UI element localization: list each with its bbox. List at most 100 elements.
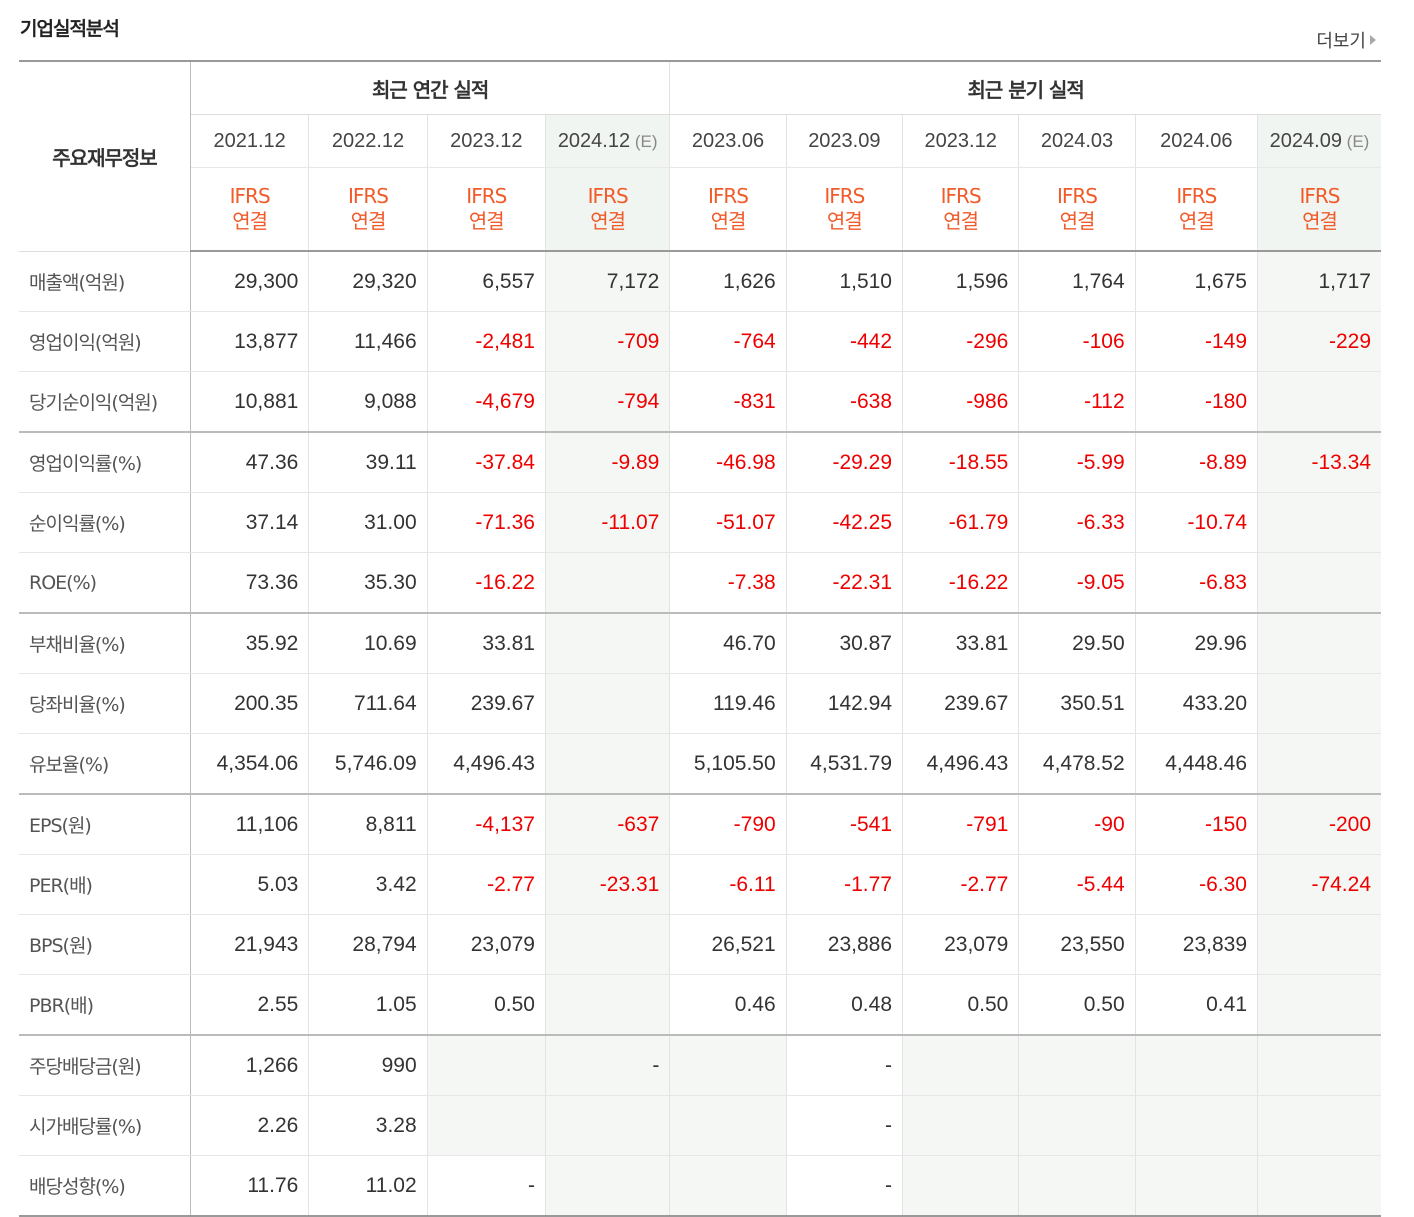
table-cell: 1,675 xyxy=(1135,251,1259,312)
table-cell: 29.50 xyxy=(1018,613,1136,674)
table-cell: - xyxy=(786,1095,904,1156)
table-cell: 2.26 xyxy=(190,1095,310,1156)
table-cell: 4,354.06 xyxy=(190,733,310,795)
table-cell xyxy=(427,1035,546,1096)
table-cell: 0.48 xyxy=(786,974,904,1036)
table-cell: 0.50 xyxy=(1018,974,1136,1036)
row-label: 당좌비율(%) xyxy=(19,673,191,734)
table-cell xyxy=(1018,1155,1136,1217)
table-cell xyxy=(545,1155,671,1217)
table-cell: 10,881 xyxy=(190,371,310,433)
table-cell: 0.46 xyxy=(669,974,787,1036)
table-cell: 47.36 xyxy=(190,432,310,493)
table-cell: -9.89 xyxy=(545,432,671,493)
financial-summary-table: 주요재무정보 최근 연간 실적 최근 분기 실적 2021.12 2022.12 2… xyxy=(19,60,1381,1217)
table-cell: 1,626 xyxy=(669,251,787,312)
row-label: ROE(%) xyxy=(19,552,191,614)
table-row: 부채비율(%) 35.92 10.69 33.81 46.70 30.87 33.81 29.… xyxy=(19,613,1381,674)
table-cell: 711.64 xyxy=(308,673,428,734)
table-cell: -229 xyxy=(1257,311,1381,372)
ifrs-label: IFRS xyxy=(347,184,389,208)
row-header-label: 주요재무정보 xyxy=(19,60,191,252)
table-row: PBR(배) 2.55 1.05 0.50 0.46 0.48 0.50 0.50 0.41 xyxy=(19,974,1381,1036)
period-label: 2023.09 xyxy=(808,129,881,152)
table-cell: -46.98 xyxy=(669,432,787,493)
section-title: 기업실적분석 xyxy=(20,18,120,40)
consolidated-label: 연결 xyxy=(1302,209,1338,233)
table-cell: -8.89 xyxy=(1135,432,1259,493)
table-cell: 3.42 xyxy=(308,854,428,915)
table-cell: 39.11 xyxy=(308,432,428,493)
table-cell xyxy=(1018,1035,1136,1096)
table-cell: 1,266 xyxy=(190,1035,310,1096)
table-cell xyxy=(902,1035,1020,1096)
table-cell xyxy=(1257,974,1381,1036)
period-header: 2024.12 (E) xyxy=(545,114,671,168)
table-cell: 4,496.43 xyxy=(902,733,1020,795)
table-cell: -2,481 xyxy=(427,311,546,372)
table-cell: -37.84 xyxy=(427,432,546,493)
table-cell: 990 xyxy=(308,1035,428,1096)
table-cell: 1.05 xyxy=(308,974,428,1036)
table-cell xyxy=(545,552,671,614)
table-cell: -4,137 xyxy=(427,794,546,855)
ifrs-badge: IFRS 연결 xyxy=(190,167,310,252)
consolidated-label: 연결 xyxy=(710,209,747,233)
table-cell: - xyxy=(786,1155,904,1217)
table-cell: 239.67 xyxy=(902,673,1020,734)
table-cell: 11,466 xyxy=(308,311,428,372)
consolidated-label: 연결 xyxy=(350,209,387,233)
table-cell: 1,764 xyxy=(1018,251,1136,312)
table-cell: -6.83 xyxy=(1135,552,1259,614)
table-row: BPS(원) 21,943 28,794 23,079 26,521 23,886 23,0… xyxy=(19,914,1381,975)
table-cell: 5.03 xyxy=(190,854,310,915)
more-link[interactable]: 더보기 xyxy=(1316,27,1376,53)
ifrs-badge: IFRS 연결 xyxy=(1257,167,1381,252)
table-cell: 1,510 xyxy=(786,251,904,312)
table-cell: 7,172 xyxy=(545,251,671,312)
table-cell: 23,079 xyxy=(902,914,1020,975)
table-cell: 142.94 xyxy=(786,673,904,734)
consolidated-label: 연결 xyxy=(232,209,268,233)
table-cell: -51.07 xyxy=(669,492,787,553)
ifrs-badge: IFRS 연결 xyxy=(1018,167,1136,252)
row-label: PER(배) xyxy=(19,854,191,915)
row-label: 순이익률(%) xyxy=(19,492,191,553)
consolidated-label: 연결 xyxy=(1178,209,1215,233)
ifrs-label: IFRS xyxy=(1176,184,1217,208)
period-header: 2024.09 (E) xyxy=(1257,114,1381,168)
table-cell xyxy=(545,613,671,674)
table-cell: 433.20 xyxy=(1135,673,1259,734)
table-cell: 21,943 xyxy=(190,914,310,975)
table-cell: -794 xyxy=(545,371,671,433)
table-cell: 4,478.52 xyxy=(1018,733,1136,795)
table-cell: -22.31 xyxy=(786,552,904,614)
row-label: 유보율(%) xyxy=(19,733,191,795)
consolidated-label: 연결 xyxy=(943,209,979,233)
table-row: 시가배당률(%) 2.26 3.28 - xyxy=(19,1095,1381,1156)
table-cell: -11.07 xyxy=(545,492,671,553)
table-cell: -2.77 xyxy=(427,854,546,915)
table-cell: 0.50 xyxy=(427,974,546,1036)
ifrs-label: IFRS xyxy=(940,184,982,208)
period-label: 2023.12 xyxy=(924,129,997,152)
table-cell: - xyxy=(545,1035,671,1096)
table-cell: - xyxy=(786,1035,904,1096)
table-cell: -10.74 xyxy=(1135,492,1259,553)
row-label: 부채비율(%) xyxy=(19,613,191,674)
estimate-mark: (E) xyxy=(630,131,658,151)
table-cell: -200 xyxy=(1257,794,1381,855)
table-cell: -23.31 xyxy=(545,854,671,915)
table-cell xyxy=(1257,914,1381,975)
table-cell: -29.29 xyxy=(786,432,904,493)
table-row: 당좌비율(%) 200.35 711.64 239.67 119.46 142.94 239… xyxy=(19,673,1381,734)
table-cell: -791 xyxy=(902,794,1020,855)
table-cell: 10.69 xyxy=(308,613,428,674)
table-cell xyxy=(902,1155,1020,1217)
table-cell: -6.30 xyxy=(1135,854,1259,915)
table-cell xyxy=(545,1095,671,1156)
table-cell: -296 xyxy=(902,311,1020,372)
period-header: 2023.12 xyxy=(427,114,546,168)
period-header: 2023.09 xyxy=(786,114,904,168)
table-cell: 23,839 xyxy=(1135,914,1259,975)
